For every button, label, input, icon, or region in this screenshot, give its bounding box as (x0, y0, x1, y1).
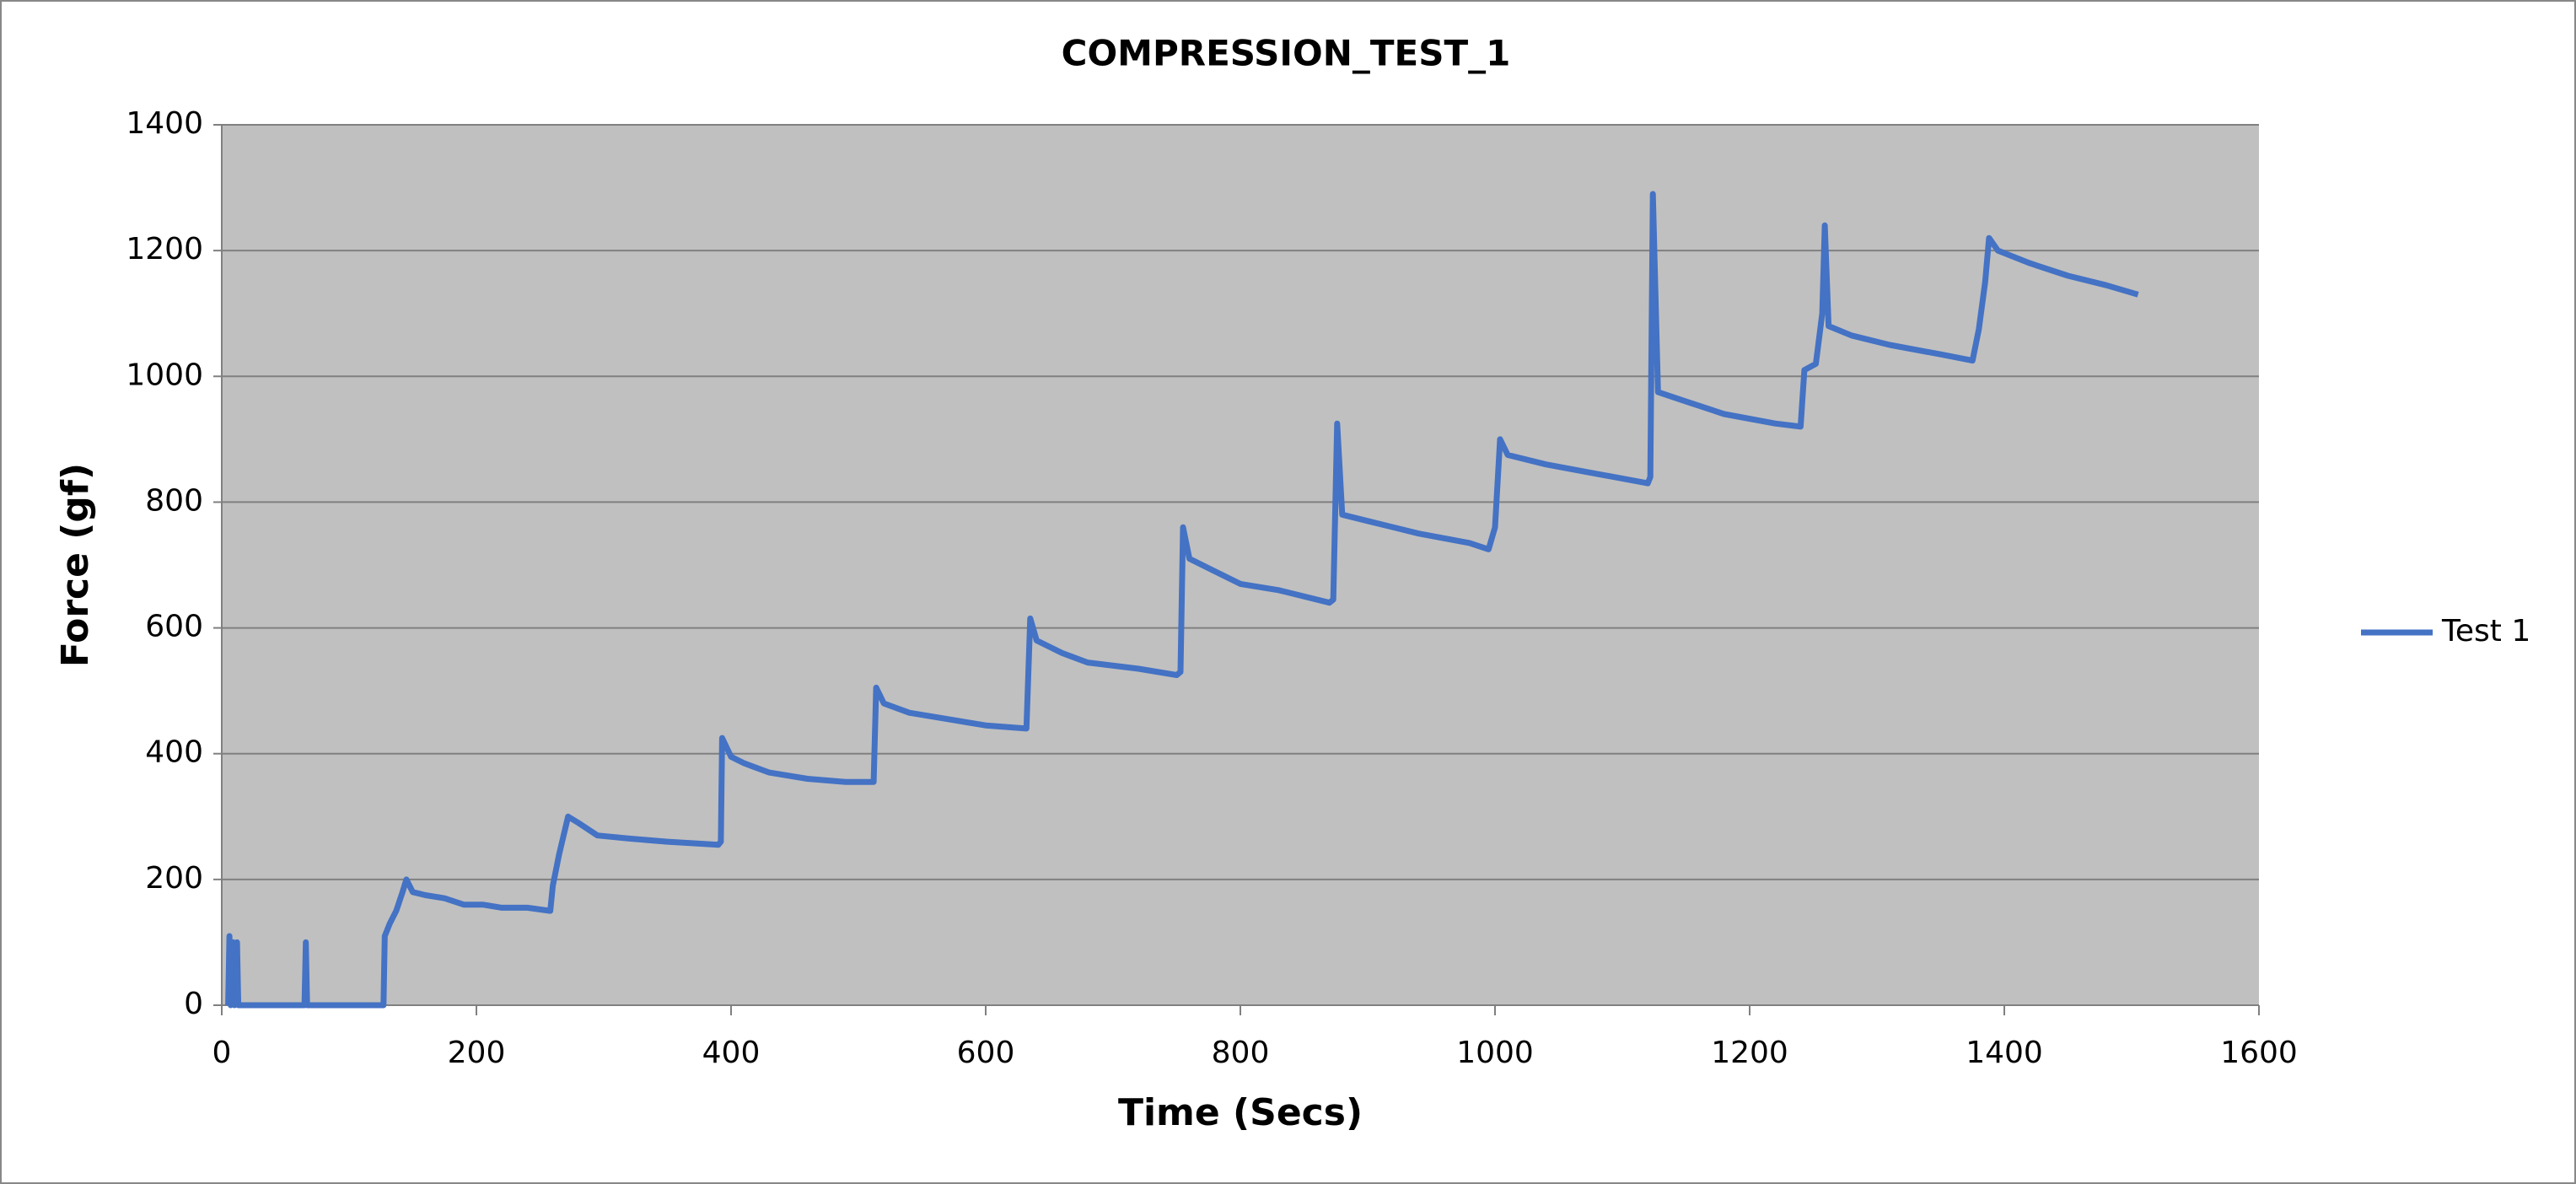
x-tick-label: 600 (957, 1036, 1015, 1070)
y-tick-label: 1000 (126, 358, 203, 392)
plot-area (222, 125, 2259, 1005)
x-tick-label: 1000 (1456, 1036, 1534, 1070)
x-axis-title: Time (Secs) (1118, 1091, 1363, 1134)
x-tick-label: 200 (448, 1036, 506, 1070)
legend-label: Test 1 (2441, 614, 2530, 649)
chart-title: COMPRESSION_TEST_1 (1062, 33, 1511, 74)
x-tick-label: 1600 (2220, 1036, 2298, 1070)
y-tick-label: 1400 (126, 106, 203, 141)
y-tick-label: 0 (184, 987, 203, 1021)
y-tick-label: 800 (145, 483, 203, 518)
x-tick-label: 800 (1212, 1036, 1270, 1070)
data-line (225, 191, 2139, 1009)
x-tick-label: 400 (702, 1036, 761, 1070)
y-axis-title: Force (gf) (54, 463, 97, 667)
y-tick-label: 600 (145, 610, 203, 644)
y-tick-label: 1200 (126, 232, 203, 266)
y-tick-label: 200 (145, 861, 203, 896)
x-tick-label: 1400 (1966, 1036, 2043, 1070)
x-tick-label: 0 (212, 1036, 232, 1070)
y-tick-label: 400 (145, 735, 203, 770)
x-tick-label: 1200 (1711, 1036, 1788, 1070)
